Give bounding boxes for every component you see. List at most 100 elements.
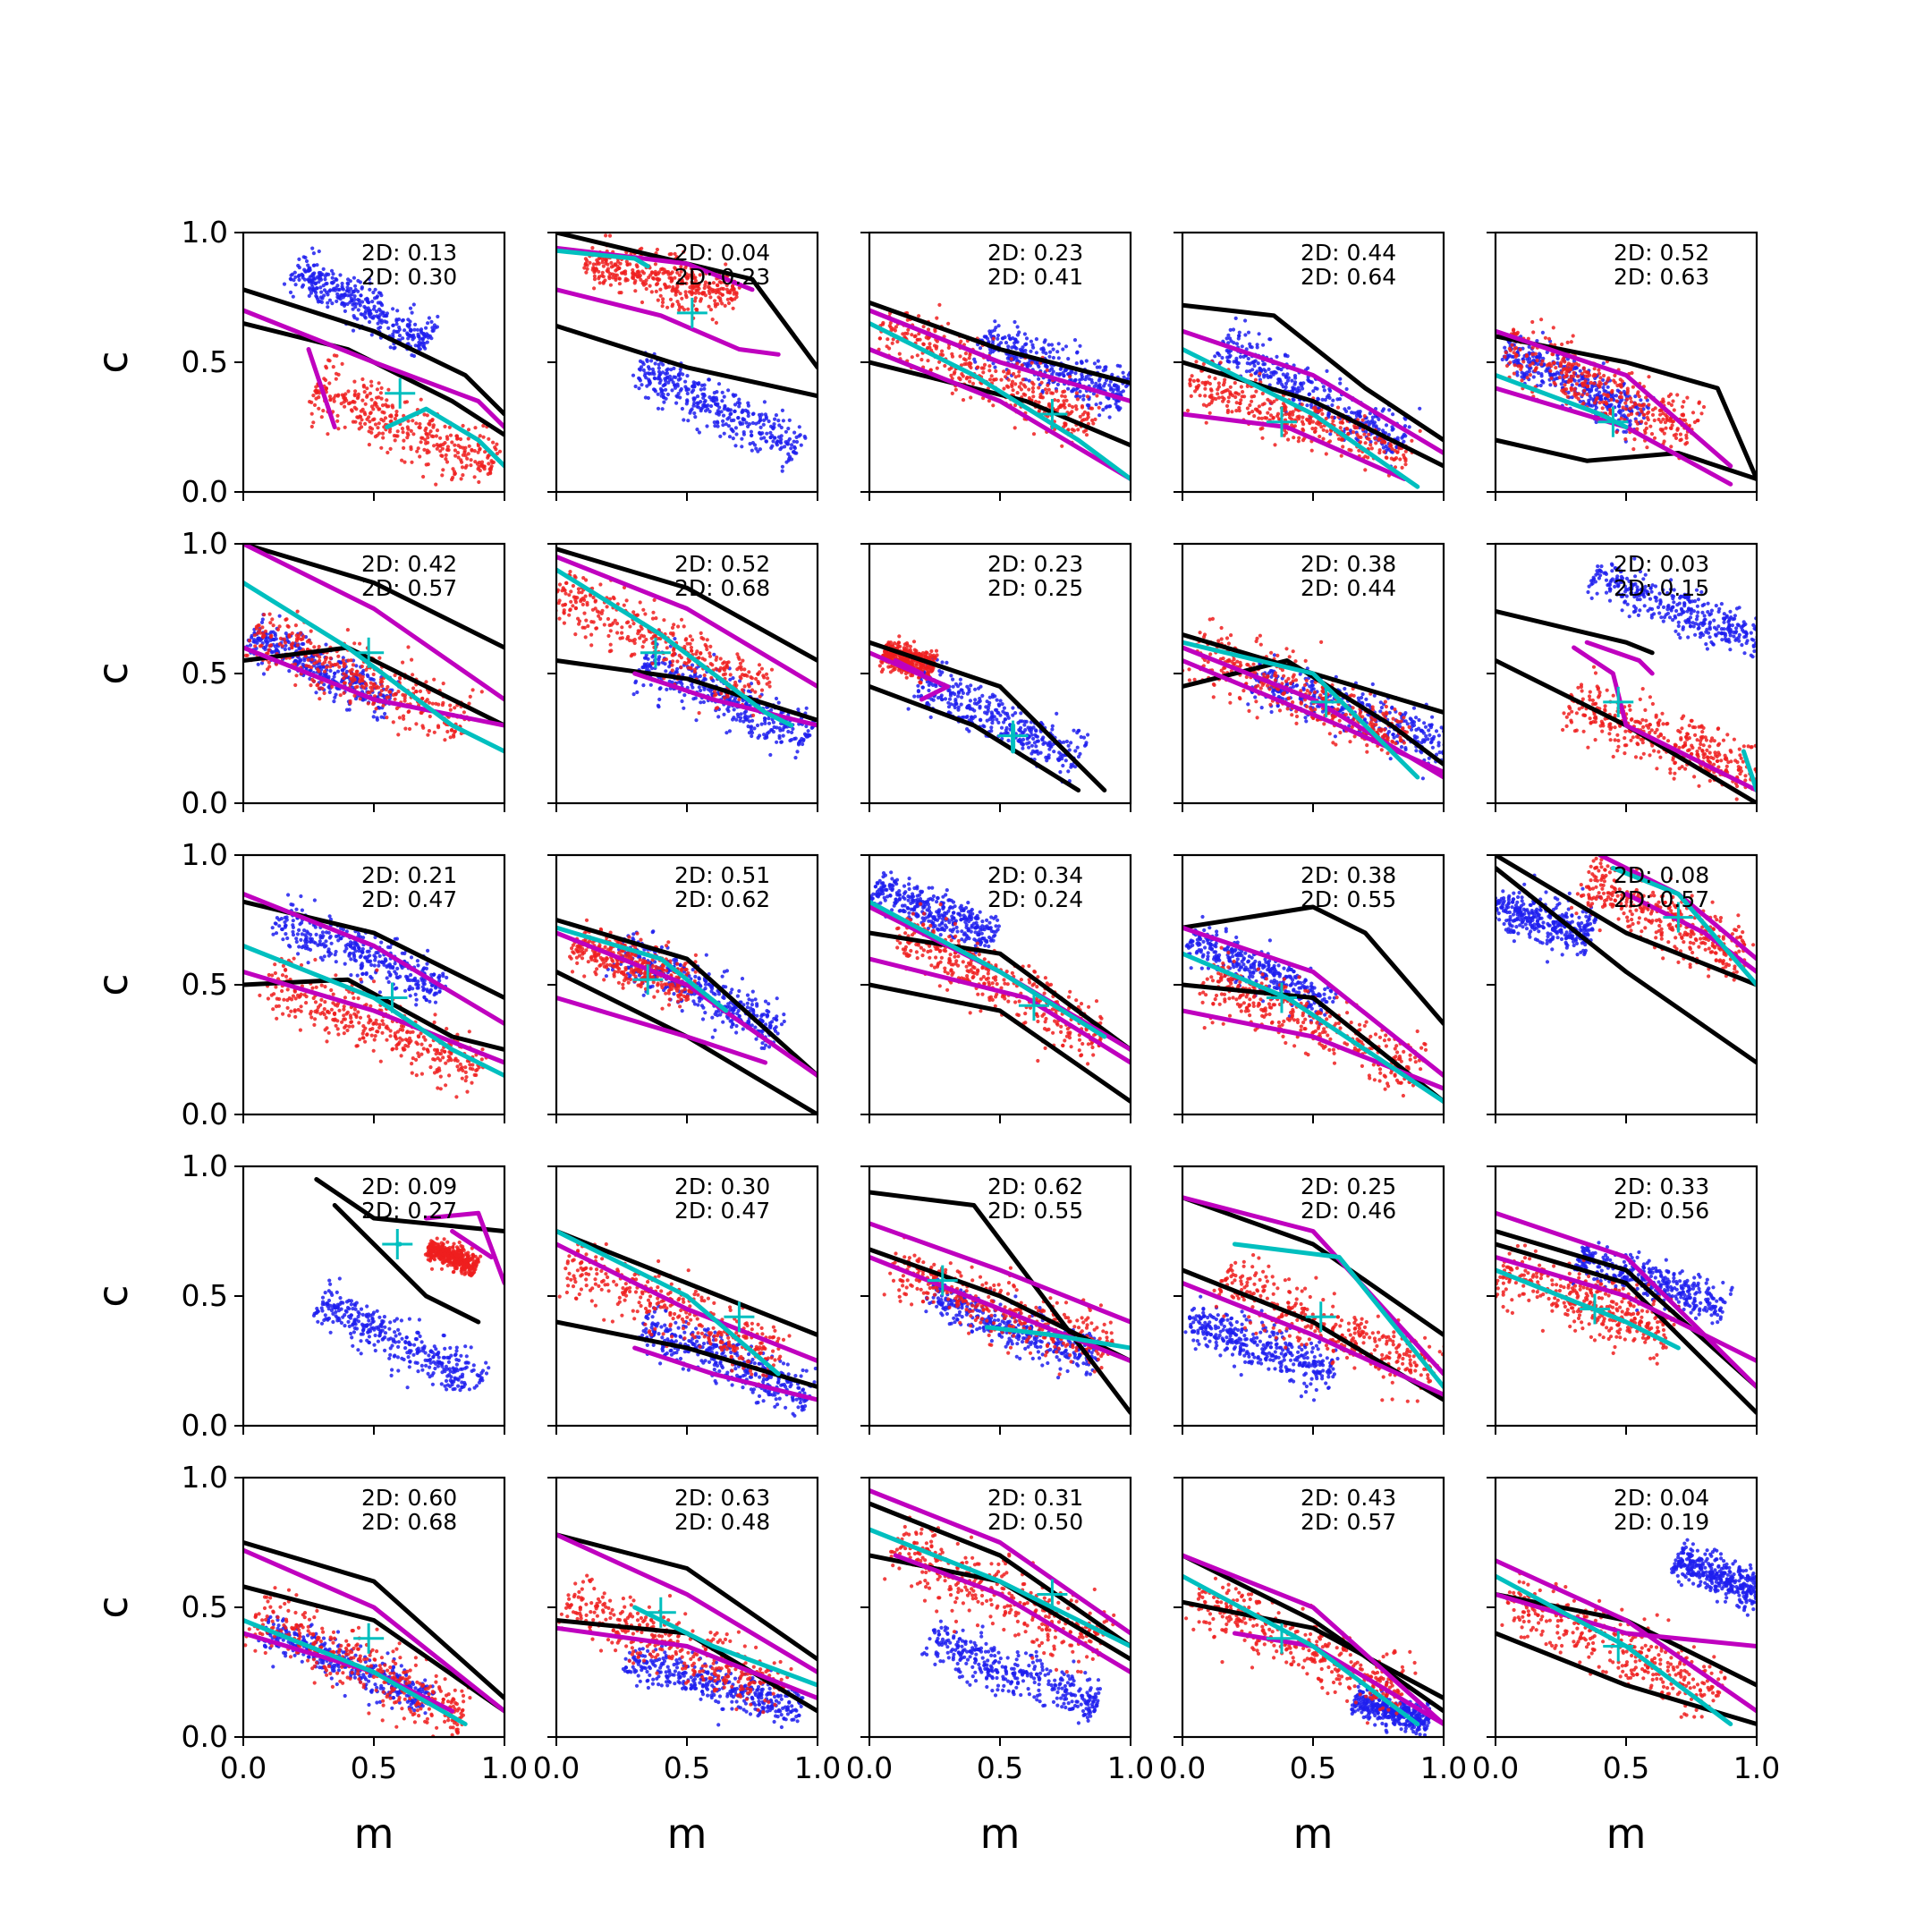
red-sample-point <box>597 256 601 261</box>
blue-sample-point <box>776 419 781 423</box>
red-sample-point <box>708 308 714 312</box>
red-sample-point <box>582 266 587 270</box>
red-sample-point <box>332 399 336 403</box>
blue-sample-point <box>659 394 664 398</box>
red-sample-point <box>1189 394 1193 398</box>
red-sample-point <box>1357 448 1361 453</box>
red-sample-point <box>355 684 360 689</box>
red-sample-point <box>597 281 602 285</box>
red-sample-point <box>1013 382 1018 386</box>
red-sample-point <box>1314 408 1318 412</box>
red-sample-point <box>600 258 606 262</box>
blue-sample-point <box>1274 370 1278 375</box>
red-sample-point <box>679 265 683 269</box>
blue-sample-point <box>415 327 419 332</box>
red-sample-point <box>275 627 280 632</box>
red-sample-point <box>487 436 491 441</box>
red-sample-point <box>917 332 921 336</box>
blue-sample-point <box>311 287 316 292</box>
red-sample-point <box>346 658 351 663</box>
red-sample-point <box>360 418 364 422</box>
blue-sample-point <box>257 636 261 640</box>
red-sample-point <box>583 257 589 261</box>
red-sample-point <box>1660 428 1665 432</box>
red-sample-point <box>1019 381 1023 386</box>
blue-sample-point <box>368 319 372 325</box>
blue-sample-point <box>1306 377 1310 382</box>
blue-sample-point <box>1226 333 1231 337</box>
blue-sample-point <box>672 366 676 370</box>
blue-sample-point <box>746 413 750 419</box>
red-sample-point <box>361 385 366 389</box>
red-sample-point <box>994 369 998 374</box>
blue-sample-point <box>400 318 404 323</box>
red-sample-point <box>393 697 397 701</box>
red-sample-point <box>1628 396 1633 401</box>
red-sample-point <box>309 657 314 662</box>
blue-sample-point <box>1347 406 1352 411</box>
blue-sample-point <box>648 682 653 687</box>
blue-sample-point <box>721 419 725 423</box>
blue-sample-point <box>340 284 344 289</box>
red-sample-point <box>1275 411 1281 416</box>
blue-sample-point <box>354 664 359 668</box>
red-sample-point <box>1360 418 1365 422</box>
red-sample-point <box>1224 403 1230 408</box>
blue-sample-point <box>355 317 360 321</box>
red-sample-point <box>401 714 406 718</box>
red-sample-point <box>1593 373 1597 377</box>
blue-sample-point <box>666 380 671 385</box>
red-sample-point <box>1569 386 1573 391</box>
red-sample-point <box>415 449 419 453</box>
blue-sample-point <box>661 362 665 367</box>
red-sample-point <box>1250 410 1255 414</box>
blue-sample-point <box>714 402 718 406</box>
blue-sample-point <box>776 700 781 705</box>
red-sample-point <box>362 390 367 394</box>
red-sample-point <box>1301 428 1306 433</box>
red-sample-point <box>454 434 460 438</box>
blue-sample-point <box>260 617 265 622</box>
red-sample-point <box>349 676 353 682</box>
red-sample-point <box>958 377 962 382</box>
blue-sample-point <box>1321 385 1326 389</box>
red-sample-point <box>1658 419 1663 424</box>
red-sample-point <box>919 358 924 362</box>
blue-sample-point <box>1395 436 1400 440</box>
blue-sample-point <box>308 275 312 279</box>
blue-sample-point <box>1370 415 1375 419</box>
blue-sample-point <box>368 287 372 292</box>
blue-sample-point <box>674 670 679 674</box>
red-sample-point <box>1301 438 1306 443</box>
blue-sample-point <box>360 300 365 304</box>
red-sample-point <box>1574 382 1580 386</box>
red-sample-point <box>360 684 364 689</box>
blue-sample-point <box>802 434 807 439</box>
red-sample-point <box>677 308 682 312</box>
red-sample-point <box>291 641 295 646</box>
blue-sample-point <box>1646 406 1650 411</box>
blue-sample-point <box>292 270 297 275</box>
red-sample-point <box>1313 429 1318 434</box>
blue-sample-point <box>356 308 360 312</box>
red-sample-point <box>391 720 395 724</box>
red-sample-point <box>337 665 342 669</box>
blue-sample-point <box>372 709 377 714</box>
red-sample-point <box>699 297 704 301</box>
red-sample-point <box>348 682 352 687</box>
red-sample-point <box>363 421 368 426</box>
red-sample-point <box>317 644 321 649</box>
blue-sample-point <box>273 631 277 636</box>
red-sample-point <box>963 352 968 356</box>
red-sample-point <box>491 440 496 445</box>
blue-sample-point <box>315 286 319 291</box>
red-sample-point <box>691 275 695 279</box>
blue-sample-point <box>327 690 332 695</box>
red-sample-point <box>1562 356 1566 360</box>
red-sample-point <box>683 290 688 294</box>
magenta-contour <box>869 347 1131 481</box>
red-sample-point <box>385 716 389 720</box>
red-sample-point <box>402 438 406 443</box>
